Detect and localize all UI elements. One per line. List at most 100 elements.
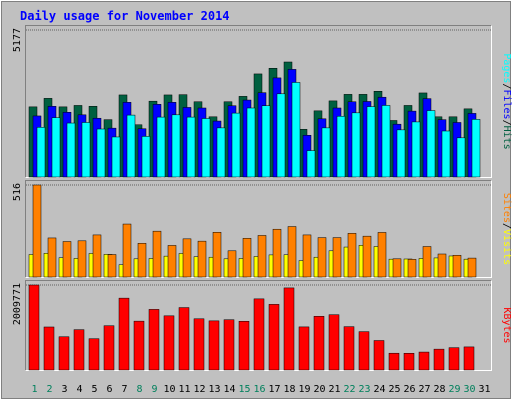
bar-kbytes-day-30 bbox=[463, 346, 475, 371]
bar-kbytes-day-25 bbox=[388, 352, 400, 371]
bar-kbytes-day-8 bbox=[133, 320, 145, 371]
legend-sites: Sites bbox=[501, 193, 512, 223]
x-tick-day-5: 5 bbox=[91, 384, 97, 395]
bar-sites-day-4 bbox=[77, 240, 87, 278]
bar-kbytes-day-21 bbox=[328, 314, 340, 371]
bar-pages-day-1 bbox=[36, 127, 46, 178]
y-axis-max-label: 5177 bbox=[12, 28, 23, 52]
y-axis-max-label: 516 bbox=[12, 183, 23, 201]
y-axis-max-label: 2009771 bbox=[12, 283, 23, 325]
x-tick-day-9: 9 bbox=[151, 384, 157, 395]
bar-pages-day-24 bbox=[381, 105, 391, 178]
bar-kbytes-day-4 bbox=[73, 329, 85, 371]
bar-sites-day-25 bbox=[392, 258, 402, 278]
legend-files: Files bbox=[501, 89, 512, 119]
bar-kbytes-day-6 bbox=[103, 325, 115, 371]
legend-separator: / bbox=[501, 223, 512, 229]
legend-visits: Visits bbox=[501, 229, 512, 265]
bar-sites-day-17 bbox=[272, 228, 282, 278]
x-tick-day-26: 26 bbox=[403, 384, 415, 395]
bar-sites-day-28 bbox=[437, 253, 447, 278]
bar-pages-day-26 bbox=[411, 121, 421, 178]
bar-pages-day-12 bbox=[201, 118, 211, 178]
x-tick-day-7: 7 bbox=[121, 384, 127, 395]
x-tick-day-23: 23 bbox=[358, 384, 370, 395]
bar-pages-day-20 bbox=[321, 127, 331, 178]
bar-pages-day-2 bbox=[51, 117, 61, 178]
bar-sites-day-3 bbox=[62, 241, 72, 278]
bar-pages-day-30 bbox=[471, 119, 481, 178]
bar-sites-day-23 bbox=[362, 235, 372, 278]
bar-kbytes-day-20 bbox=[313, 316, 325, 371]
bar-kbytes-day-19 bbox=[298, 326, 310, 371]
x-tick-day-18: 18 bbox=[283, 384, 295, 395]
bar-sites-day-26 bbox=[407, 259, 417, 278]
bar-kbytes-day-22 bbox=[343, 326, 355, 371]
bar-kbytes-day-7 bbox=[118, 297, 130, 371]
bar-kbytes-day-13 bbox=[208, 320, 220, 371]
bar-kbytes-day-1 bbox=[28, 284, 40, 371]
hits-panel-legend: Pages/Files/Hits bbox=[501, 53, 512, 149]
bar-pages-day-8 bbox=[141, 136, 151, 178]
x-tick-day-16: 16 bbox=[253, 384, 265, 395]
x-tick-day-31: 31 bbox=[478, 384, 490, 395]
legend-kbytes: KBytes bbox=[501, 307, 512, 343]
bar-kbytes-day-29 bbox=[448, 347, 460, 371]
x-tick-day-24: 24 bbox=[373, 384, 385, 395]
legend-separator: / bbox=[501, 120, 512, 126]
x-tick-day-13: 13 bbox=[208, 384, 220, 395]
legend-pages: Pages bbox=[501, 53, 512, 83]
bar-sites-day-22 bbox=[347, 233, 357, 278]
x-tick-day-28: 28 bbox=[433, 384, 445, 395]
bar-pages-day-13 bbox=[216, 127, 226, 178]
bar-kbytes-day-15 bbox=[238, 320, 250, 371]
panel-border-bottom bbox=[25, 25, 492, 178]
bar-kbytes-day-14 bbox=[223, 319, 235, 371]
bar-kbytes-day-28 bbox=[433, 348, 445, 371]
x-tick-day-22: 22 bbox=[343, 384, 355, 395]
bar-pages-day-14 bbox=[231, 112, 241, 178]
x-tick-day-30: 30 bbox=[463, 384, 475, 395]
bar-kbytes-day-18 bbox=[283, 287, 295, 371]
x-tick-day-8: 8 bbox=[136, 384, 142, 395]
bar-pages-day-4 bbox=[81, 122, 91, 178]
bar-sites-day-13 bbox=[212, 232, 222, 278]
chart-panels: 5177Pages/Files/Hits516Sites/Visits20097… bbox=[12, 25, 512, 371]
bar-pages-day-23 bbox=[366, 106, 376, 178]
bar-kbytes-day-24 bbox=[373, 340, 385, 371]
x-tick-day-15: 15 bbox=[238, 384, 250, 395]
bar-sites-day-24 bbox=[377, 232, 387, 278]
bar-pages-day-29 bbox=[456, 137, 466, 178]
x-tick-day-29: 29 bbox=[448, 384, 460, 395]
bar-sites-day-5 bbox=[92, 234, 102, 278]
bar-sites-day-29 bbox=[452, 255, 462, 278]
bar-kbytes-day-17 bbox=[268, 304, 280, 371]
x-tick-day-17: 17 bbox=[268, 384, 280, 395]
bar-pages-day-16 bbox=[261, 105, 271, 178]
bar-pages-day-21 bbox=[336, 115, 346, 178]
bar-sites-day-12 bbox=[197, 240, 207, 278]
bar-sites-day-6 bbox=[107, 254, 117, 278]
bar-pages-day-18 bbox=[291, 82, 301, 178]
bar-pages-day-11 bbox=[186, 116, 196, 178]
bar-kbytes-day-12 bbox=[193, 318, 205, 371]
bar-sites-day-16 bbox=[257, 235, 267, 278]
bar-sites-day-8 bbox=[137, 243, 147, 278]
panel-border-top bbox=[25, 180, 492, 278]
bar-sites-day-1 bbox=[32, 184, 42, 278]
bar-pages-day-7 bbox=[126, 114, 136, 178]
bar-pages-day-27 bbox=[426, 110, 436, 178]
bar-pages-day-6 bbox=[111, 136, 121, 178]
bar-sites-day-9 bbox=[152, 230, 162, 278]
x-tick-day-4: 4 bbox=[76, 384, 82, 395]
sites-panel-legend: Sites/Visits bbox=[501, 193, 512, 265]
bar-sites-day-18 bbox=[287, 226, 297, 278]
bar-sites-day-30 bbox=[467, 257, 477, 278]
bar-pages-day-19 bbox=[306, 150, 316, 178]
x-tick-day-25: 25 bbox=[388, 384, 400, 395]
x-tick-day-21: 21 bbox=[328, 384, 340, 395]
bar-pages-day-5 bbox=[96, 128, 106, 178]
bar-sites-day-20 bbox=[317, 237, 327, 278]
bar-sites-day-2 bbox=[47, 237, 57, 278]
